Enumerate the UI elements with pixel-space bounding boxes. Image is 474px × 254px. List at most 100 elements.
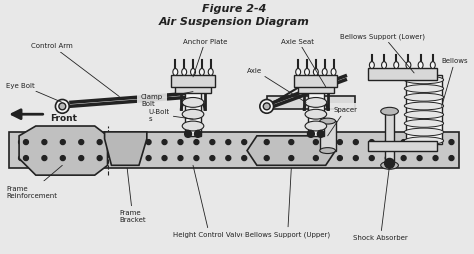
Ellipse shape [18, 156, 24, 161]
Ellipse shape [417, 156, 422, 161]
Ellipse shape [173, 69, 178, 76]
Ellipse shape [273, 140, 279, 145]
Ellipse shape [313, 156, 319, 161]
Ellipse shape [260, 100, 273, 114]
Text: Shock Absorber: Shock Absorber [353, 166, 408, 240]
Ellipse shape [200, 69, 204, 76]
Ellipse shape [191, 69, 195, 76]
Text: Air Suspension Diagram: Air Suspension Diagram [159, 17, 310, 27]
Ellipse shape [369, 140, 374, 145]
Ellipse shape [35, 140, 39, 145]
Ellipse shape [449, 140, 454, 145]
Ellipse shape [320, 148, 336, 154]
Ellipse shape [194, 131, 201, 138]
Ellipse shape [404, 85, 444, 93]
Ellipse shape [97, 156, 102, 161]
Ellipse shape [308, 131, 314, 138]
Ellipse shape [66, 140, 71, 145]
Ellipse shape [66, 156, 71, 161]
Ellipse shape [404, 103, 444, 110]
Ellipse shape [264, 156, 269, 161]
Ellipse shape [337, 140, 342, 145]
Polygon shape [19, 126, 108, 176]
Bar [406, 76, 442, 144]
Text: U-Bolt
s: U-Bolt s [149, 108, 193, 121]
Ellipse shape [382, 62, 386, 69]
Ellipse shape [258, 156, 263, 161]
Ellipse shape [79, 156, 84, 161]
Ellipse shape [305, 122, 327, 131]
Ellipse shape [264, 140, 269, 145]
Bar [267, 96, 355, 110]
Text: Figure 2-4: Figure 2-4 [202, 4, 266, 14]
Ellipse shape [385, 140, 390, 145]
Ellipse shape [114, 140, 119, 145]
Ellipse shape [182, 122, 204, 131]
Text: Frame
Reinforcement: Frame Reinforcement [6, 166, 62, 198]
Ellipse shape [178, 140, 183, 145]
Ellipse shape [82, 156, 87, 161]
Text: Axle: Axle [247, 68, 306, 103]
Bar [384, 112, 394, 166]
Ellipse shape [59, 104, 66, 110]
Ellipse shape [321, 140, 327, 145]
Ellipse shape [210, 140, 215, 145]
Ellipse shape [384, 159, 394, 169]
Ellipse shape [60, 140, 65, 145]
Ellipse shape [369, 62, 374, 69]
Bar [172, 76, 215, 87]
Ellipse shape [404, 94, 444, 102]
Ellipse shape [50, 140, 55, 145]
Ellipse shape [242, 156, 246, 161]
Bar [308, 87, 324, 136]
Ellipse shape [226, 156, 231, 161]
Ellipse shape [24, 140, 28, 145]
Ellipse shape [381, 108, 399, 116]
Bar [9, 132, 459, 169]
Text: Bellows Support (Lower): Bellows Support (Lower) [340, 33, 426, 74]
Ellipse shape [42, 156, 47, 161]
Ellipse shape [162, 156, 167, 161]
Ellipse shape [417, 140, 422, 145]
Ellipse shape [194, 140, 199, 145]
Ellipse shape [353, 156, 358, 161]
Ellipse shape [385, 156, 390, 161]
Ellipse shape [305, 69, 310, 76]
Ellipse shape [313, 69, 319, 76]
Ellipse shape [305, 110, 327, 120]
Bar [368, 141, 437, 151]
Ellipse shape [296, 69, 301, 76]
Bar [298, 85, 334, 93]
Ellipse shape [208, 69, 213, 76]
Ellipse shape [404, 137, 444, 145]
Ellipse shape [50, 156, 55, 161]
Ellipse shape [433, 156, 438, 161]
Ellipse shape [273, 156, 279, 161]
Text: Eye Bolt: Eye Bolt [6, 82, 62, 103]
Bar [185, 87, 201, 136]
Polygon shape [247, 136, 336, 166]
Ellipse shape [306, 140, 310, 145]
Bar [320, 122, 336, 151]
Ellipse shape [317, 131, 324, 138]
Ellipse shape [97, 140, 102, 145]
Text: Axle Seat: Axle Seat [282, 38, 326, 87]
Ellipse shape [320, 119, 336, 124]
Ellipse shape [290, 156, 294, 161]
Ellipse shape [182, 69, 187, 76]
Ellipse shape [79, 140, 84, 145]
Ellipse shape [98, 156, 103, 161]
Bar [294, 76, 337, 87]
Ellipse shape [404, 77, 444, 84]
Ellipse shape [258, 140, 263, 145]
Text: Front: Front [51, 113, 78, 122]
Text: Control Arm: Control Arm [31, 43, 119, 97]
Ellipse shape [305, 98, 327, 108]
Ellipse shape [60, 156, 65, 161]
Ellipse shape [226, 140, 231, 145]
Ellipse shape [401, 140, 406, 145]
Ellipse shape [401, 156, 406, 161]
Ellipse shape [331, 69, 336, 76]
Ellipse shape [182, 98, 204, 108]
Ellipse shape [404, 120, 444, 128]
